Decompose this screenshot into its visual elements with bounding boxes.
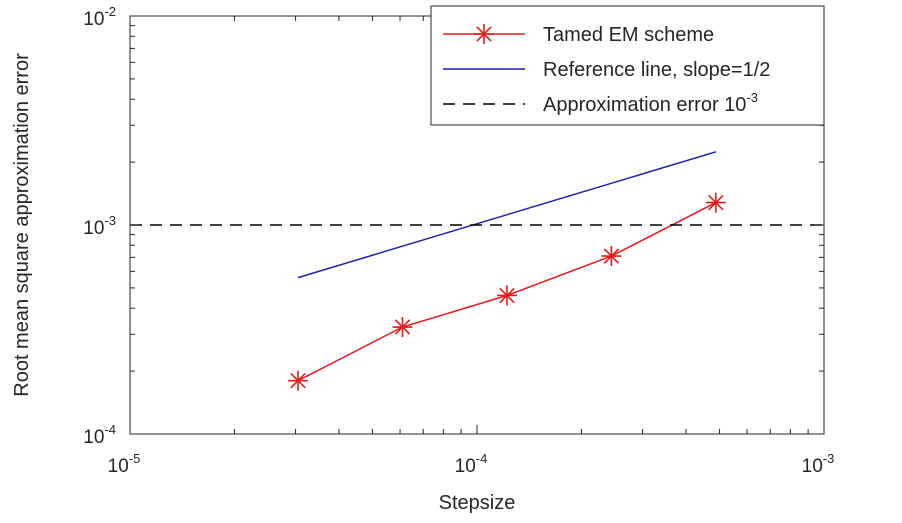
tick-layer: 10-5 10-4 10-3 10-4 10-3 10-2 — [83, 4, 834, 477]
data-point-marker — [392, 317, 413, 338]
y-tick-label: 10-4 — [83, 422, 116, 448]
data-point-marker — [288, 370, 309, 391]
legend-asterisk-icon — [474, 24, 494, 44]
legend: Tamed EM scheme Reference line, slope=1/… — [430, 5, 825, 126]
data-point-marker — [601, 246, 622, 267]
x-tick-label: 10-4 — [455, 451, 488, 477]
legend-marker-asterisk — [474, 24, 494, 44]
series-reference-line — [297, 151, 717, 279]
x-tick-label: 10-5 — [108, 451, 141, 477]
legend-label-tamed: Tamed EM scheme — [543, 24, 714, 46]
x-tick-label: 10-3 — [802, 451, 835, 477]
data-point-marker — [705, 192, 726, 213]
legend-label-reference: Reference line, slope=1/2 — [543, 59, 770, 81]
x-axis-label: Stepsize — [439, 492, 516, 514]
y-tick-label: 10-2 — [83, 4, 116, 30]
data-point-marker — [496, 285, 517, 306]
y-tick-label: 10-3 — [83, 213, 116, 239]
legend-box — [430, 5, 825, 126]
series-layer — [130, 151, 824, 391]
legend-label-threshold: Approximation error 10-3 — [543, 90, 758, 116]
y-axis-label: Root mean square approximation error — [11, 53, 33, 397]
legend-label-threshold-exp: -3 — [746, 90, 758, 105]
